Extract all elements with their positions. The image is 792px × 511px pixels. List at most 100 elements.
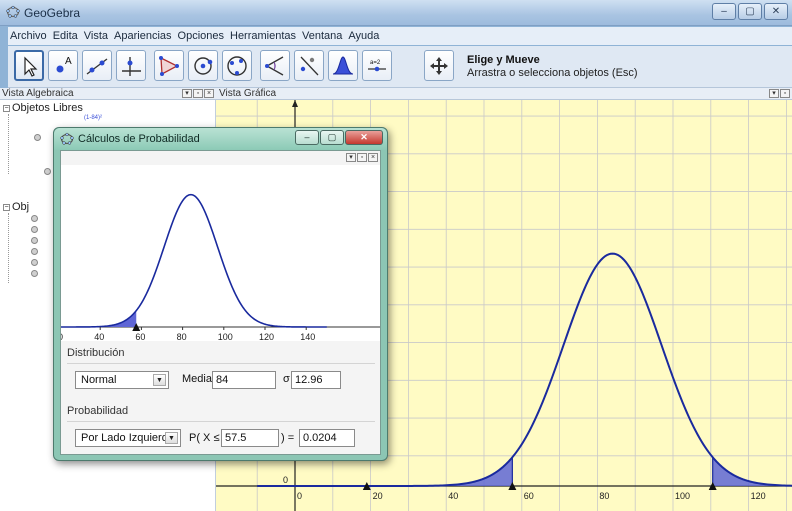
plot-x-tick-label: 120 [259, 332, 274, 341]
dialog-view-undock-button[interactable]: ▫ [357, 153, 367, 162]
angle-tool-button[interactable] [260, 50, 290, 81]
maximize-button[interactable]: ▢ [738, 3, 762, 20]
distribution-section-label: Distribución [67, 347, 125, 359]
object-visibility-dot[interactable] [31, 226, 38, 233]
object-visibility-dot[interactable] [31, 270, 38, 277]
menu-bar: Archivo Edita Vista Apariencias Opciones… [8, 27, 792, 45]
free-objects-node[interactable]: − Objetos Libres [3, 102, 83, 114]
polygon-tool-button[interactable] [154, 50, 184, 81]
move-view-tool-button[interactable] [424, 50, 454, 81]
normal-curve [257, 252, 792, 487]
cursor-arrow-icon [24, 56, 38, 77]
dropdown-arrow-icon[interactable]: ▼ [153, 374, 166, 386]
point-marker [362, 482, 371, 490]
object-visibility-dot[interactable] [31, 259, 38, 266]
plot-x-tick-label: 20 [61, 332, 63, 341]
algebra-view-menu-button[interactable]: ▾ [182, 89, 192, 98]
object-visibility-dot[interactable] [31, 215, 38, 222]
probability-type-select[interactable]: Por Lado Izquierdo ▼ [75, 429, 181, 447]
menu-edita[interactable]: Edita [52, 30, 78, 42]
x-tick-label: 20 [373, 491, 383, 501]
menu-herramientas[interactable]: Herramientas [230, 30, 297, 42]
collapse-icon[interactable]: − [3, 204, 10, 211]
toolbar: A a=2 [8, 46, 792, 88]
plot-normal-curve [59, 193, 327, 328]
upper-bound-input[interactable]: 57.5 [221, 429, 279, 447]
algebra-view-header: Vista Algebraica ▾ ▫ × [0, 88, 216, 100]
sigma-label: σ [283, 373, 290, 385]
distribution-plot-canvas[interactable]: 20 40 60 80 100 120 140 [53, 165, 380, 342]
probability-expression-prefix: P( X ≤ [189, 432, 220, 444]
perpendicular-icon [122, 57, 141, 76]
right-tail-shading [712, 457, 792, 486]
dialog-view-close-button[interactable]: × [368, 153, 378, 162]
dropdown-arrow-icon[interactable]: ▼ [165, 432, 178, 444]
probability-calculator-dialog: Cálculos de Probabilidad – ▢ ✕ ▾ ▫ × 20 4… [53, 127, 388, 461]
move-tool-button[interactable] [14, 50, 44, 81]
menu-apariencias[interactable]: Apariencias [114, 30, 172, 42]
menu-opciones[interactable]: Opciones [177, 30, 224, 42]
object-visibility-dot[interactable] [31, 248, 38, 255]
object-visibility-dot[interactable] [44, 168, 51, 175]
distribution-select-value: Normal [81, 374, 117, 386]
algebra-view-undock-button[interactable]: ▫ [193, 89, 203, 98]
plot-x-tick-label: 60 [135, 332, 145, 341]
dialog-view-menu-button[interactable]: ▾ [346, 153, 356, 162]
close-button[interactable]: ✕ [764, 3, 788, 20]
section-divider [67, 421, 375, 422]
conic-tool-button[interactable] [222, 50, 252, 81]
x-tick-label: 0 [297, 491, 302, 501]
section-divider [67, 363, 375, 364]
conic-icon [227, 56, 247, 76]
window-title: GeoGebra [24, 6, 81, 20]
perpendicular-tool-button[interactable] [116, 50, 146, 81]
tree-line [8, 114, 9, 174]
window-titlebar: GeoGebra – ▢ ✕ [0, 0, 792, 26]
active-tool-name: Elige y Mueve [467, 54, 540, 66]
probability-type-value: Por Lado Izquierdo [81, 432, 174, 444]
graphics-view-undock-button[interactable]: ▫ [780, 89, 790, 98]
dialog-maximize-button[interactable]: ▢ [320, 130, 344, 145]
line-tool-button[interactable] [82, 50, 112, 81]
circle-tool-button[interactable] [188, 50, 218, 81]
point-icon: A [56, 56, 72, 73]
line-icon [86, 58, 108, 75]
geogebra-logo-icon [60, 132, 74, 145]
graphics-view-menu-button[interactable]: ▾ [769, 89, 779, 98]
menu-ventana[interactable]: Ventana [302, 30, 343, 42]
right-bound-marker [708, 482, 717, 490]
menu-ayuda[interactable]: Ayuda [348, 30, 380, 42]
probability-result-field[interactable]: 0.0204 [299, 429, 355, 447]
object-visibility-dot[interactable] [34, 134, 41, 141]
probability-expression-suffix: ) = [281, 432, 295, 444]
dependent-objects-node[interactable]: − Obj [3, 201, 29, 213]
sigma-input[interactable]: 12.96 [291, 371, 341, 389]
polygon-icon [159, 56, 179, 76]
algebra-view-close-button[interactable]: × [204, 89, 214, 98]
dialog-minimize-button[interactable]: – [295, 130, 319, 145]
reflect-tool-button[interactable] [294, 50, 324, 81]
menu-vista[interactable]: Vista [83, 30, 109, 42]
mean-label: Media [182, 373, 212, 385]
dialog-titlebar[interactable]: Cálculos de Probabilidad – ▢ ✕ [54, 128, 387, 150]
y-tick-label: 0 [283, 475, 288, 485]
distribution-tool-button[interactable] [328, 50, 358, 81]
plot-x-tick-label: 100 [218, 332, 233, 341]
object-visibility-dot[interactable] [31, 237, 38, 244]
minimize-button[interactable]: – [712, 3, 736, 20]
point-tool-button[interactable]: A [48, 50, 78, 81]
distribution-plot[interactable]: 20 40 60 80 100 120 140 [53, 165, 380, 342]
menu-archivo[interactable]: Archivo [10, 30, 47, 42]
slider-icon: a=2 [368, 60, 386, 72]
left-bound-marker [508, 482, 517, 490]
collapse-icon[interactable]: − [3, 105, 10, 112]
slider-tool-label: a=2 [370, 60, 381, 66]
dialog-close-button[interactable]: ✕ [345, 130, 383, 145]
dialog-title: Cálculos de Probabilidad [78, 133, 200, 145]
point-tool-label: A [65, 56, 72, 67]
algebra-formula-snippet: (1-84)² [84, 115, 103, 121]
slider-tool-button[interactable]: a=2 [362, 50, 392, 81]
circle-icon [194, 57, 213, 75]
mean-input[interactable]: 84 [212, 371, 276, 389]
distribution-select[interactable]: Normal ▼ [75, 371, 169, 389]
